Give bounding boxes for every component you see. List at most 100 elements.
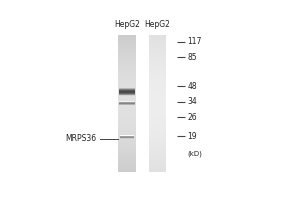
Bar <box>148 139 166 140</box>
Bar <box>148 38 166 39</box>
Text: MRPS36: MRPS36 <box>66 134 97 143</box>
Bar <box>148 116 166 117</box>
Bar <box>118 103 136 104</box>
Bar <box>148 37 166 38</box>
Bar <box>148 90 166 91</box>
Bar <box>148 119 166 120</box>
Bar <box>148 53 166 54</box>
Bar <box>118 151 136 152</box>
Bar <box>118 35 136 36</box>
Bar <box>118 110 136 111</box>
Bar <box>148 82 166 83</box>
Bar <box>148 166 166 167</box>
Bar <box>118 148 136 149</box>
Bar <box>118 47 136 48</box>
Bar <box>148 99 166 100</box>
Bar <box>118 76 136 77</box>
Bar <box>118 55 136 56</box>
Bar <box>118 91 136 92</box>
Bar <box>148 66 166 67</box>
Bar <box>148 81 166 82</box>
Bar <box>118 162 136 163</box>
Bar <box>148 44 166 45</box>
Bar <box>118 168 136 169</box>
Bar <box>148 120 166 121</box>
Bar <box>148 112 166 113</box>
Bar <box>118 163 136 164</box>
Bar <box>118 145 136 146</box>
Bar <box>148 47 166 48</box>
Bar <box>148 75 166 76</box>
Bar <box>148 165 166 166</box>
Bar <box>118 120 136 121</box>
Bar <box>118 123 136 124</box>
Bar <box>148 157 166 158</box>
Bar <box>118 60 136 61</box>
Bar <box>118 171 136 172</box>
Bar <box>148 106 166 107</box>
Bar <box>118 89 136 90</box>
Bar <box>148 57 166 58</box>
Bar <box>148 72 166 73</box>
Bar <box>148 150 166 151</box>
Bar <box>118 81 136 82</box>
Bar <box>118 92 136 93</box>
Bar <box>148 123 166 124</box>
Bar <box>148 74 166 75</box>
Bar <box>148 54 166 55</box>
Bar <box>118 107 136 108</box>
Bar <box>118 65 136 66</box>
Bar <box>148 105 166 106</box>
Bar <box>148 67 166 68</box>
Bar <box>118 71 136 72</box>
Bar <box>118 69 136 70</box>
Bar <box>148 170 166 171</box>
Bar <box>148 100 166 101</box>
Bar <box>118 83 136 84</box>
Bar <box>148 133 166 134</box>
Bar <box>118 165 136 166</box>
Text: 85: 85 <box>188 53 197 62</box>
Bar <box>118 141 136 142</box>
Bar <box>118 93 136 94</box>
Bar <box>148 164 166 165</box>
Bar <box>148 89 166 90</box>
Bar <box>118 129 136 130</box>
Bar <box>148 125 166 126</box>
Bar <box>148 49 166 50</box>
Bar <box>118 134 136 135</box>
Bar <box>148 60 166 61</box>
Bar <box>118 156 136 157</box>
Bar <box>148 129 166 130</box>
Bar <box>118 132 136 133</box>
Bar <box>148 69 166 70</box>
Bar <box>118 109 136 110</box>
Bar <box>118 99 136 100</box>
Bar <box>118 146 136 147</box>
Bar <box>118 74 136 75</box>
Bar <box>118 66 136 67</box>
Bar <box>148 158 166 159</box>
Bar <box>148 98 166 99</box>
Bar <box>118 94 136 95</box>
Bar <box>118 53 136 54</box>
Bar <box>148 143 166 144</box>
Bar <box>148 42 166 43</box>
Bar <box>148 155 166 156</box>
Bar <box>118 52 136 53</box>
Bar <box>118 131 136 132</box>
Text: (kD): (kD) <box>188 150 202 157</box>
Bar <box>148 111 166 112</box>
Bar <box>118 143 136 144</box>
Bar <box>118 152 136 153</box>
Bar <box>148 151 166 152</box>
Bar <box>118 64 136 65</box>
Bar <box>148 35 166 36</box>
Bar <box>148 77 166 78</box>
Bar <box>118 48 136 49</box>
Bar <box>148 87 166 88</box>
Bar <box>148 76 166 77</box>
Bar <box>118 128 136 129</box>
Bar <box>148 97 166 98</box>
Bar <box>148 114 166 115</box>
